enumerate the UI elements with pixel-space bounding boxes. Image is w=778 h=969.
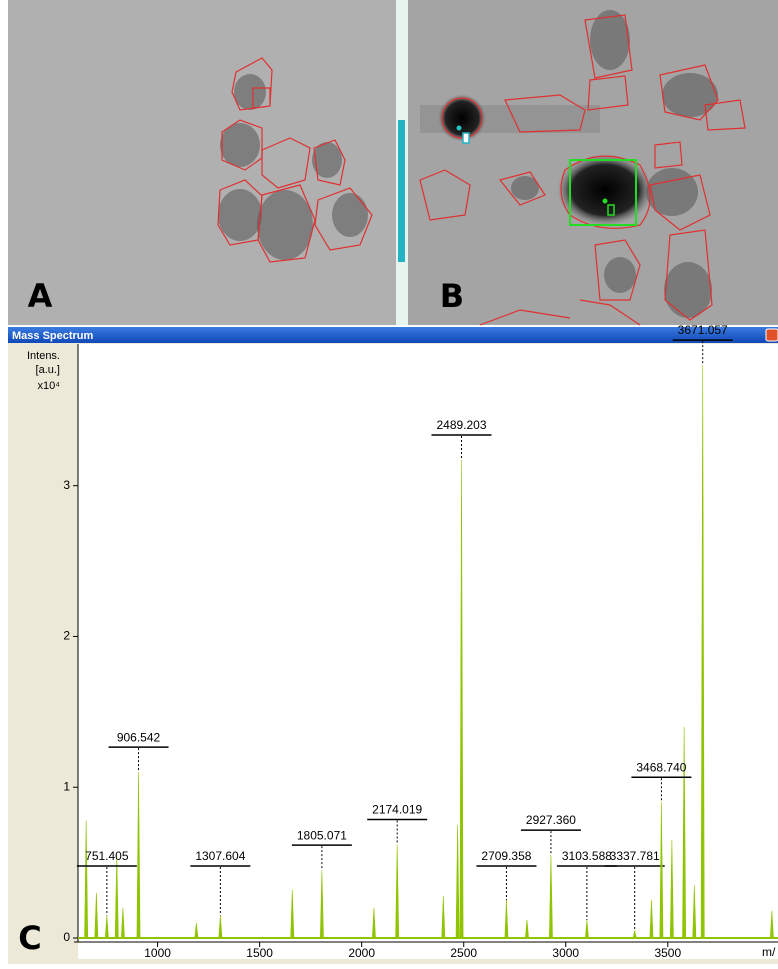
peak-label: 2927.360 [526,813,576,827]
peak-label: 2174.019 [372,803,422,817]
y-axis-label: Intens. [27,350,60,362]
page: {"panel_labels": ["A", "B", "C"], "chart… [0,0,778,964]
panel-label: A [28,277,53,315]
x-tick-label: 3000 [552,946,579,960]
peak-label: 3337.781 [610,849,660,863]
peak-label: 3468.740 [636,760,686,774]
y-tick-label: 2 [63,629,70,643]
x-axis-label: m/ [762,945,776,959]
peak-label: 906.542 [117,730,161,744]
panel-label: B [440,277,464,315]
peak-label: 3671.057 [678,323,728,337]
x-tick-label: 2500 [450,946,477,960]
x-tick-label: 1000 [144,946,171,960]
peak-label: 2709.358 [481,849,531,863]
y-axis-label: [a.u.] [36,364,60,376]
scroll-indicator [398,120,405,262]
x-tick-label: 2000 [348,946,375,960]
x-tick-label: 3500 [654,946,681,960]
y-tick-label: 1 [63,779,70,793]
peak-label: 1805.071 [297,828,347,842]
y-tick-label: 0 [63,930,70,944]
peak-label: 751.405 [85,849,129,863]
peak-label: 3103.588 [562,849,612,863]
peak-label: 2489.203 [436,418,486,432]
gel-panel-a [8,0,396,325]
close-button[interactable] [766,329,778,341]
title-bar [8,327,778,343]
peak-label: 1307.604 [195,849,245,863]
y-tick-label: 3 [63,478,70,492]
window-title: Mass Spectrum [12,330,94,342]
figure: A B Mass Spectrum Intens. [a.u.] x10⁴ m/… [0,0,778,964]
y-scale-label: x10⁴ [38,380,61,392]
x-tick-label: 1500 [246,946,273,960]
plot-area [78,344,778,959]
panel-label: C [18,919,41,957]
